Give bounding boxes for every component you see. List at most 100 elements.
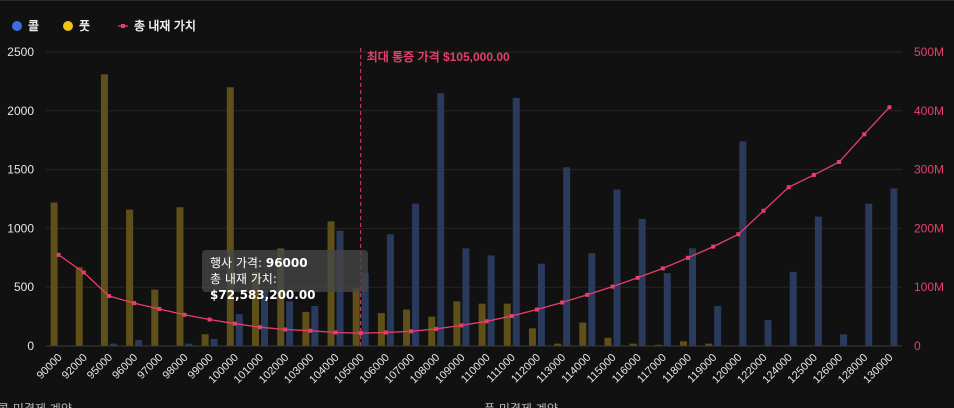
call-bar [764, 320, 772, 346]
put-bar [126, 209, 134, 346]
put-bar [176, 207, 184, 346]
total-value-point [81, 270, 86, 275]
tooltip-strike-value: 96000 [265, 256, 308, 270]
total-value-point [534, 307, 539, 312]
call-bar [487, 255, 495, 346]
call-bar [840, 334, 848, 346]
total-value-point [862, 132, 867, 137]
total-value-point [157, 306, 162, 311]
y-left-tick-label: 2500 [7, 45, 34, 59]
total-value-point [736, 232, 741, 237]
call-bar [638, 218, 646, 346]
total-value-polyline [58, 106, 890, 334]
calls-legend-label: 콜 [28, 18, 39, 33]
max-pain-label: 최대 통증 가격 $105,000.00 [367, 49, 510, 64]
total-value-point [686, 255, 690, 260]
calls-legend-marker [12, 21, 22, 31]
total-value-point [585, 292, 590, 297]
call-bar [613, 189, 621, 346]
y-right-tick-label: 100M [914, 280, 944, 294]
put-bar [680, 341, 687, 346]
total-value-point [56, 252, 61, 257]
put-bar [352, 288, 360, 346]
total-value-point [484, 319, 489, 324]
put-bar [629, 343, 637, 346]
total-value-point [887, 105, 892, 110]
call-bar [412, 203, 420, 346]
put-bar [377, 313, 385, 346]
total-value-point [660, 266, 665, 271]
y-left-tick-label: 0 [27, 339, 34, 353]
call-bar [588, 253, 596, 346]
call-bar [135, 340, 143, 346]
tooltip-total-label: 총 내재 가치: [210, 272, 277, 286]
put-bar [478, 303, 486, 346]
call-bar [286, 301, 294, 346]
call-bar [890, 188, 898, 346]
total-value-point [786, 185, 791, 190]
y-right-tick-label: 500M [914, 45, 944, 59]
call-bar [789, 271, 797, 346]
put-bar [226, 87, 234, 346]
x-tick-label: 97000 [135, 352, 165, 382]
total-legend-marker [121, 24, 125, 28]
y-left-tick-label: 1000 [7, 221, 34, 235]
x-tick-label: 96000 [110, 352, 140, 382]
legend: 콜 풋 총 내재 가치 [12, 18, 196, 33]
tooltip-line-2: 총 내재 가치: $72,583,200.00 [210, 271, 360, 303]
total-value-point [560, 300, 565, 305]
put-bar [100, 74, 108, 347]
total-value-point [106, 294, 111, 299]
call-bar [512, 97, 520, 346]
put-bar [75, 267, 83, 346]
put-bar [579, 322, 587, 346]
call-bar [689, 248, 696, 346]
call-bar [386, 234, 394, 346]
call-bar [865, 203, 873, 346]
x-tick-label: 90000 [35, 352, 65, 382]
put-bar [453, 301, 461, 346]
total-value-point [635, 275, 640, 280]
call-bar [109, 343, 117, 346]
axes: 0 0 500 100M 1000 200M 1500 300M 2000 400M 2500 500… [7, 45, 944, 386]
puts-legend-label: 풋 [79, 18, 90, 33]
total-value-line [56, 105, 892, 336]
puts-legend-marker [63, 21, 73, 31]
tooltip-strike-label: 행사 가격: [210, 256, 263, 270]
total-value-point [232, 321, 237, 326]
call-bar [185, 343, 193, 346]
call-bar [462, 248, 470, 346]
total-value-point [610, 284, 615, 289]
y-left-tick-label: 500 [14, 280, 34, 294]
put-bar [428, 316, 436, 346]
total-value-point [711, 244, 716, 249]
call-bar [437, 93, 445, 346]
total-value-point [283, 327, 288, 332]
total-value-point [459, 323, 464, 328]
put-bar [252, 271, 259, 346]
put-bar [528, 328, 536, 346]
tooltip-total-value: $72,583,200.00 [210, 288, 316, 302]
put-bar [654, 344, 662, 346]
call-open-interest-label: 콜 미결제 계약 [0, 400, 72, 408]
grid-lines [46, 51, 902, 288]
max-pain-annotation: 최대 통증 가격 $105,000.00 [360, 48, 510, 346]
put-bar [403, 309, 411, 346]
y-right-tick-label: 0 [914, 339, 921, 353]
total-value-point [358, 331, 363, 336]
x-tick-label: 95000 [85, 352, 115, 382]
y-right-tick-label: 200M [914, 221, 944, 235]
total-value-point [333, 330, 338, 335]
total-value-point [761, 208, 766, 213]
total-value-point [258, 325, 262, 330]
call-bar [663, 273, 671, 346]
x-tick-label: 98000 [160, 352, 190, 382]
total-value-point [409, 329, 414, 334]
tooltip-line-1: 행사 가격: 96000 [210, 255, 360, 271]
call-bar [739, 141, 747, 346]
put-open-interest-label: 풋 미결제 계약 [484, 400, 558, 408]
put-bar [554, 343, 562, 346]
put-bar [302, 311, 310, 346]
